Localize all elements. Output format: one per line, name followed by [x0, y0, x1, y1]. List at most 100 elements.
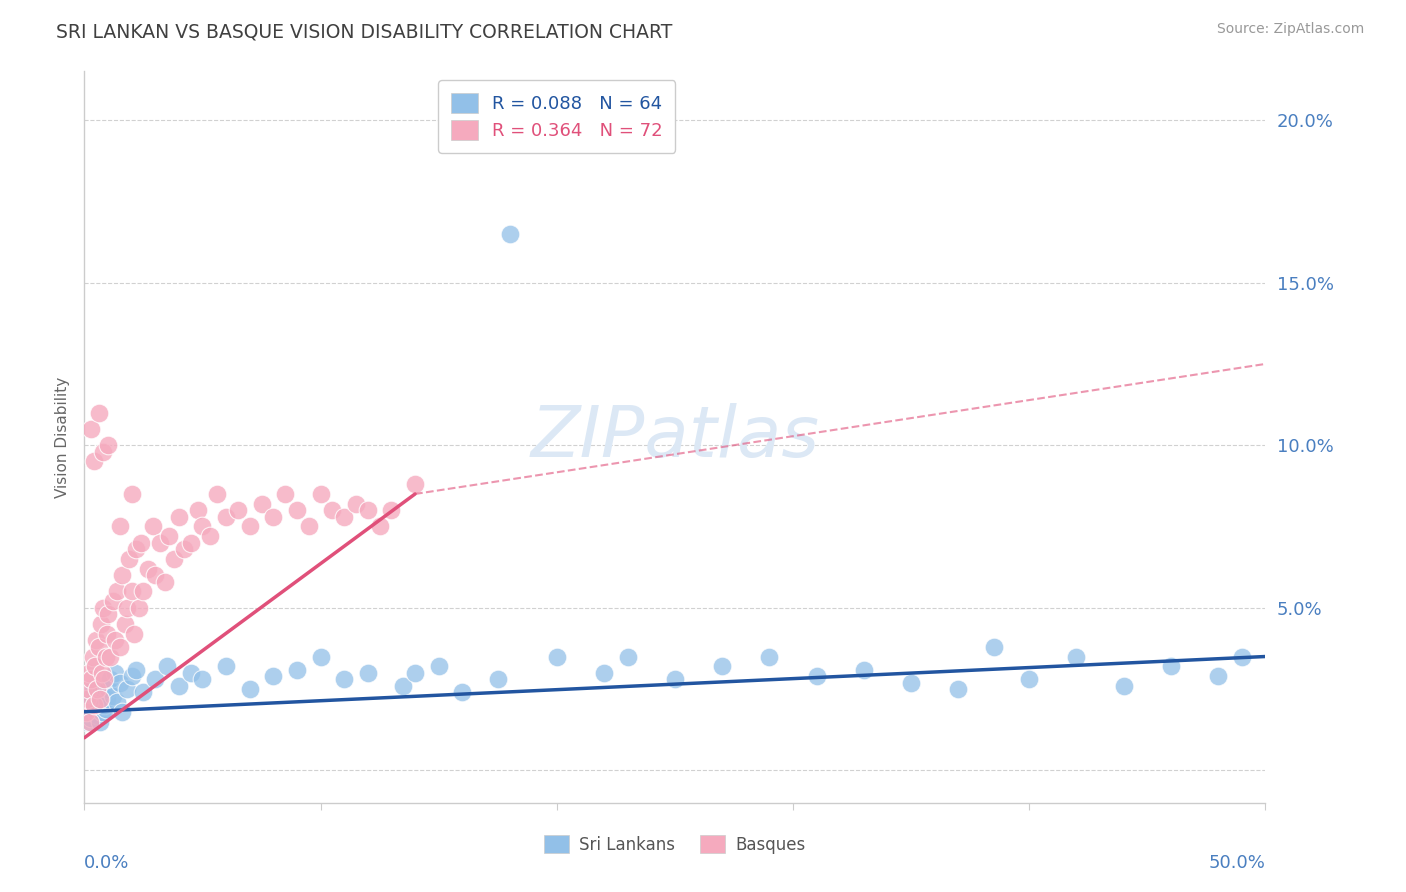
Point — [1018, 673, 1040, 687]
Point — [96, 626, 118, 640]
Point — [89, 714, 111, 729]
Point — [115, 681, 138, 696]
Point — [593, 665, 616, 680]
Point — [93, 698, 115, 713]
Point — [187, 503, 209, 517]
Point — [82, 649, 104, 664]
Point — [82, 681, 104, 696]
Text: Source: ZipAtlas.com: Source: ZipAtlas.com — [1216, 22, 1364, 37]
Point — [76, 691, 98, 706]
Point — [132, 685, 155, 699]
Point — [143, 673, 166, 687]
Point — [91, 444, 114, 458]
Point — [191, 519, 214, 533]
Point — [77, 665, 100, 680]
Point — [104, 633, 127, 648]
Point — [108, 640, 131, 654]
Point — [77, 705, 100, 719]
Point — [108, 519, 131, 533]
Point — [136, 562, 159, 576]
Y-axis label: Vision Disability: Vision Disability — [55, 376, 70, 498]
Point — [321, 503, 343, 517]
Point — [285, 503, 308, 517]
Point — [404, 665, 426, 680]
Point — [711, 659, 734, 673]
Point — [121, 487, 143, 501]
Point — [84, 695, 107, 709]
Point — [205, 487, 228, 501]
Point — [262, 669, 284, 683]
Point — [198, 529, 221, 543]
Point — [167, 679, 190, 693]
Point — [309, 487, 332, 501]
Point — [1112, 679, 1135, 693]
Point — [122, 626, 145, 640]
Point — [250, 497, 273, 511]
Point — [86, 681, 108, 696]
Point — [1230, 649, 1253, 664]
Point — [97, 681, 120, 696]
Point — [333, 673, 356, 687]
Point — [98, 649, 121, 664]
Point — [298, 519, 321, 533]
Point — [153, 574, 176, 589]
Point — [94, 701, 117, 715]
Text: 0.0%: 0.0% — [84, 854, 129, 872]
Point — [427, 659, 450, 673]
Point — [142, 519, 165, 533]
Point — [163, 552, 186, 566]
Point — [392, 679, 415, 693]
Point — [87, 640, 110, 654]
Text: SRI LANKAN VS BASQUE VISION DISABILITY CORRELATION CHART: SRI LANKAN VS BASQUE VISION DISABILITY C… — [56, 22, 672, 41]
Point — [125, 663, 148, 677]
Point — [357, 665, 380, 680]
Point — [274, 487, 297, 501]
Point — [114, 617, 136, 632]
Point — [107, 584, 129, 599]
Point — [498, 227, 520, 241]
Point — [1066, 649, 1088, 664]
Point — [90, 617, 112, 632]
Point — [368, 519, 391, 533]
Point — [486, 673, 509, 687]
Point — [97, 438, 120, 452]
Point — [900, 675, 922, 690]
Point — [1160, 659, 1182, 673]
Point — [309, 649, 332, 664]
Point — [97, 607, 120, 622]
Point — [98, 673, 121, 687]
Point — [357, 503, 380, 517]
Point — [983, 640, 1005, 654]
Point — [91, 705, 114, 719]
Point — [173, 542, 195, 557]
Point — [111, 705, 134, 719]
Point — [91, 665, 114, 680]
Text: 50.0%: 50.0% — [1209, 854, 1265, 872]
Point — [84, 659, 107, 673]
Point — [87, 406, 110, 420]
Point — [76, 714, 98, 729]
Point — [121, 584, 143, 599]
Point — [101, 594, 124, 608]
Point — [79, 714, 101, 729]
Point — [333, 509, 356, 524]
Point — [83, 701, 105, 715]
Point — [84, 689, 107, 703]
Point — [404, 477, 426, 491]
Point — [285, 663, 308, 677]
Point — [262, 509, 284, 524]
Point — [129, 535, 152, 549]
Point — [89, 691, 111, 706]
Point — [156, 659, 179, 673]
Point — [125, 542, 148, 557]
Point — [115, 600, 138, 615]
Point — [451, 685, 474, 699]
Point — [96, 691, 118, 706]
Point — [118, 552, 141, 566]
Point — [1206, 669, 1229, 683]
Point — [180, 535, 202, 549]
Point — [83, 698, 105, 713]
Point — [226, 503, 249, 517]
Point — [77, 681, 100, 696]
Point — [215, 509, 238, 524]
